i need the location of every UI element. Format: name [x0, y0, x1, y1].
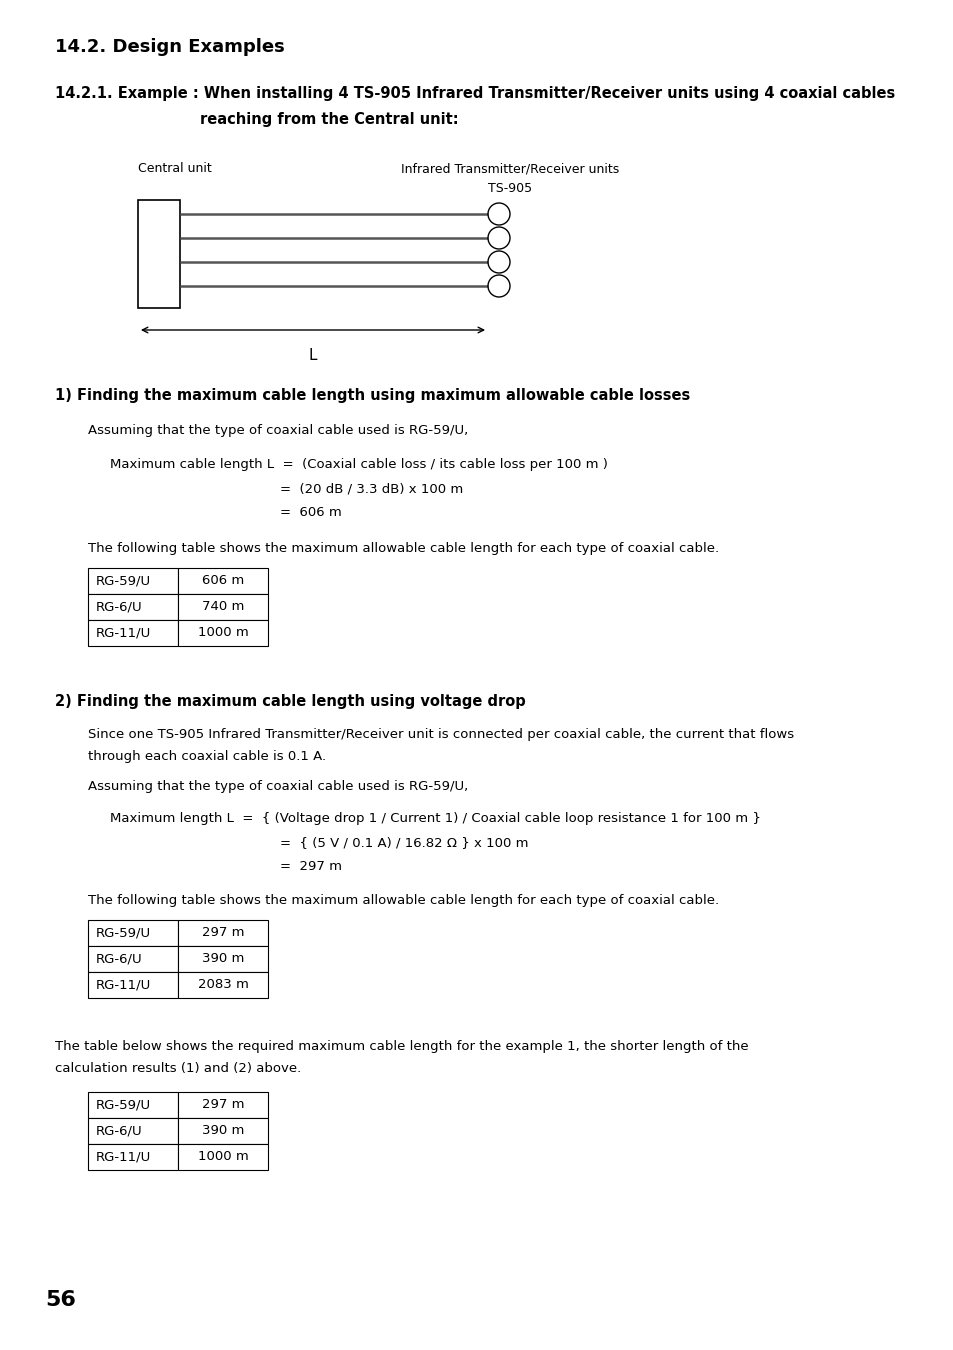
Text: Since one TS-905 Infrared Transmitter/Receiver unit is connected per coaxial cab: Since one TS-905 Infrared Transmitter/Re…: [88, 728, 793, 741]
Bar: [178, 972, 268, 998]
Text: 2083 m: 2083 m: [197, 979, 248, 991]
Text: 606 m: 606 m: [202, 575, 244, 587]
Bar: [178, 620, 268, 647]
Bar: [178, 594, 268, 620]
Text: 1000 m: 1000 m: [197, 626, 248, 640]
Text: RG-11/U: RG-11/U: [96, 979, 152, 991]
Text: RG-6/U: RG-6/U: [96, 601, 143, 613]
Text: RG-59/U: RG-59/U: [96, 575, 151, 587]
Text: Maximum cable length L  =  (Coaxial cable loss / its cable loss per 100 m ): Maximum cable length L = (Coaxial cable …: [110, 458, 607, 471]
Text: through each coaxial cable is 0.1 A.: through each coaxial cable is 0.1 A.: [88, 751, 326, 763]
Text: Assuming that the type of coaxial cable used is RG-59/U,: Assuming that the type of coaxial cable …: [88, 424, 468, 437]
Text: RG-6/U: RG-6/U: [96, 953, 143, 965]
Text: The table below shows the required maximum cable length for the example 1, the s: The table below shows the required maxim…: [55, 1040, 748, 1053]
Text: RG-11/U: RG-11/U: [96, 1150, 152, 1164]
Text: 390 m: 390 m: [202, 953, 244, 965]
Text: reaching from the Central unit:: reaching from the Central unit:: [200, 112, 458, 127]
Text: 14.2.1. Example : When installing 4 TS-905 Infrared Transmitter/Receiver units u: 14.2.1. Example : When installing 4 TS-9…: [55, 86, 894, 101]
Text: L: L: [309, 348, 317, 363]
Text: RG-11/U: RG-11/U: [96, 626, 152, 640]
Text: calculation results (1) and (2) above.: calculation results (1) and (2) above.: [55, 1062, 301, 1075]
Bar: [88, 594, 178, 620]
Text: RG-59/U: RG-59/U: [96, 926, 151, 940]
Bar: [178, 568, 268, 594]
Text: 1) Finding the maximum cable length using maximum allowable cable losses: 1) Finding the maximum cable length usin…: [55, 387, 690, 404]
Text: Infrared Transmitter/Receiver units: Infrared Transmitter/Receiver units: [400, 162, 618, 176]
Text: RG-59/U: RG-59/U: [96, 1099, 151, 1111]
Bar: [88, 919, 178, 946]
Text: 56: 56: [45, 1291, 76, 1310]
Text: 2) Finding the maximum cable length using voltage drop: 2) Finding the maximum cable length usin…: [55, 694, 525, 709]
Text: 1000 m: 1000 m: [197, 1150, 248, 1164]
Text: =  (20 dB / 3.3 dB) x 100 m: = (20 dB / 3.3 dB) x 100 m: [280, 482, 463, 495]
Text: 14.2. Design Examples: 14.2. Design Examples: [55, 38, 284, 55]
Bar: [88, 1118, 178, 1143]
Text: 740 m: 740 m: [202, 601, 244, 613]
Text: =  606 m: = 606 m: [280, 506, 341, 518]
Bar: [88, 1092, 178, 1118]
Bar: [88, 946, 178, 972]
Text: 297 m: 297 m: [201, 1099, 244, 1111]
Bar: [178, 1118, 268, 1143]
Bar: [178, 1092, 268, 1118]
Bar: [178, 1143, 268, 1170]
Bar: [88, 568, 178, 594]
Text: RG-6/U: RG-6/U: [96, 1125, 143, 1138]
Bar: [88, 620, 178, 647]
Text: 297 m: 297 m: [201, 926, 244, 940]
Text: =  297 m: = 297 m: [280, 860, 341, 873]
Text: =  { (5 V / 0.1 A) / 16.82 Ω } x 100 m: = { (5 V / 0.1 A) / 16.82 Ω } x 100 m: [280, 836, 528, 849]
Text: Assuming that the type of coaxial cable used is RG-59/U,: Assuming that the type of coaxial cable …: [88, 780, 468, 792]
Text: The following table shows the maximum allowable cable length for each type of co: The following table shows the maximum al…: [88, 541, 719, 555]
Text: The following table shows the maximum allowable cable length for each type of co: The following table shows the maximum al…: [88, 894, 719, 907]
Text: 390 m: 390 m: [202, 1125, 244, 1138]
Bar: [138, 200, 180, 308]
Text: Maximum length L  =  { (Voltage drop 1 / Current 1) / Coaxial cable loop resista: Maximum length L = { (Voltage drop 1 / C…: [110, 811, 760, 825]
Text: Central unit: Central unit: [138, 162, 212, 176]
Bar: [88, 972, 178, 998]
Bar: [88, 1143, 178, 1170]
Bar: [178, 946, 268, 972]
Bar: [178, 919, 268, 946]
Text: TS-905: TS-905: [487, 182, 532, 194]
